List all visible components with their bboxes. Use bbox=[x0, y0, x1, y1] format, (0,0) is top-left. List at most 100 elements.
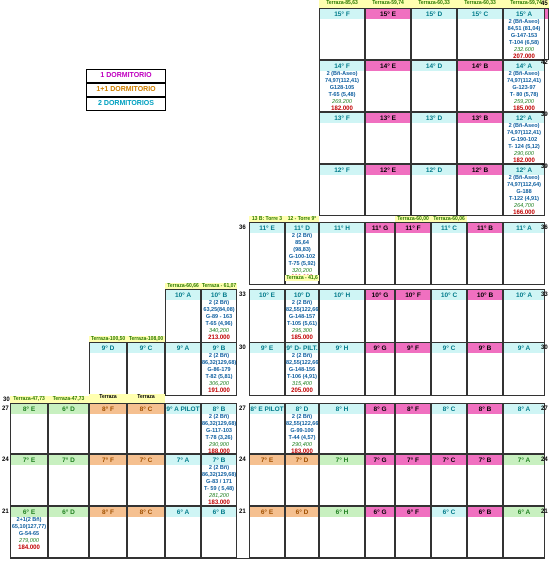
unit-label-10F: 10° F bbox=[396, 290, 430, 301]
unit-11G: 11° G bbox=[365, 222, 395, 285]
unit-label-7C: 7° C bbox=[128, 455, 164, 466]
unit-10C: 10° C bbox=[431, 289, 467, 343]
unit-10E: 10° E bbox=[249, 289, 285, 343]
unit-12F: 12° F bbox=[319, 164, 365, 216]
u10D-line-4: 295,300 bbox=[292, 328, 312, 335]
unit-14D: 14° D bbox=[411, 60, 457, 112]
u11D-line-3: T-75 (5,92) bbox=[288, 261, 316, 268]
u7B-line-2: G-83 / 171 bbox=[206, 479, 232, 486]
unit-label-7H: 7° H bbox=[320, 455, 364, 466]
unit-label-9C: 9° C bbox=[128, 343, 164, 354]
unit-label-8Fb: 8° F bbox=[396, 404, 430, 415]
u10B-line-4: 340,200 bbox=[209, 328, 229, 335]
u9B-line-0: 2 (2 Bñ) bbox=[208, 353, 230, 360]
u10D-line-5: 185.000 bbox=[291, 335, 313, 342]
unit-label-9D: 9° D bbox=[90, 343, 126, 354]
unit-15F: 15° F bbox=[319, 8, 365, 60]
unit-7G: 7° G bbox=[365, 454, 395, 506]
unit-8Bb: 8° B bbox=[467, 403, 503, 454]
u9B-line-1: 86,32(129,68) bbox=[202, 360, 237, 367]
terrace-top-1: Terraza-59,74 bbox=[365, 0, 411, 8]
u13A-line-1: 74,97(112,41) bbox=[507, 130, 541, 137]
floor-number-30c: 30 bbox=[3, 397, 10, 403]
u9D-line-0: 2 (2 Bñ) bbox=[291, 353, 313, 360]
unit-12E: 12° E bbox=[365, 164, 411, 216]
unit-label-11F: 11° F bbox=[396, 223, 430, 234]
unit-label-11B: 11° B bbox=[468, 223, 502, 234]
floor-number-27c: 27 bbox=[541, 406, 548, 412]
terrace-8d: Terraza bbox=[127, 394, 165, 403]
u7B-line-4: 281,200 bbox=[209, 493, 229, 500]
unit-label-15F: 15° F bbox=[320, 9, 364, 20]
unit-7D: 7° D bbox=[48, 454, 89, 506]
unit-10Bb: 10° B bbox=[467, 289, 503, 343]
u8B-line-2: G-117-103 bbox=[206, 428, 232, 435]
floor-number-21c: 21 bbox=[541, 509, 548, 515]
unit-7Bb: 7° B bbox=[467, 454, 503, 506]
unit-8H: 8° H bbox=[319, 403, 365, 454]
unit-7Ab: 7° A bbox=[503, 454, 545, 506]
floor-number-27b: 27 bbox=[239, 406, 246, 412]
u10B-line-2: G-89 - 163 bbox=[205, 314, 233, 321]
unit-label-6Cb: 6° C bbox=[432, 507, 466, 518]
unit-8EPIL: 8° E PILOT bbox=[249, 403, 285, 454]
terrace-11b: 12 - Torre 9° bbox=[285, 216, 319, 222]
unit-8C: 8° C bbox=[127, 403, 165, 454]
unit-label-7F: 7° F bbox=[90, 455, 126, 466]
unit-label-9F: 9° F bbox=[396, 343, 430, 354]
unit-label-u14F: 14° F bbox=[320, 61, 364, 72]
u12A-line-4: 264,700 bbox=[514, 203, 534, 210]
floor-number-27: 27 bbox=[2, 406, 9, 412]
unit-10H: 10° H bbox=[319, 289, 365, 343]
u10D-line-0: 2 (2 Bñ) bbox=[291, 300, 313, 307]
unit-label-12B: 12° B bbox=[458, 165, 502, 176]
terrace-10b: Terraza - 61,07 bbox=[201, 283, 237, 289]
u9B-line-2: G-86-179 bbox=[207, 367, 231, 374]
unit-label-12D: 12° D bbox=[412, 165, 456, 176]
unit-label-8E: 8° E bbox=[11, 404, 47, 415]
unit-label-15C: 15° C bbox=[458, 9, 502, 20]
unit-label-10H: 10° H bbox=[320, 290, 364, 301]
terrace-top-3: Terraza-60,33 bbox=[457, 0, 503, 8]
unit-label-7Fb: 7° F bbox=[396, 455, 430, 466]
u8D-line-1: 82,55(122,66) bbox=[286, 421, 319, 428]
floor-number-21: 21 bbox=[2, 509, 9, 515]
unit-15E: 15° E bbox=[365, 8, 411, 60]
unit-11F: 11° F bbox=[395, 222, 431, 285]
u13A-line-3: T- 124 (5,12) bbox=[508, 144, 540, 151]
unit-label-u12A: 12° A bbox=[504, 165, 544, 176]
unit-label-6Fb: 6° F bbox=[396, 507, 430, 518]
u15A-line-0: 2 (Bñ-Aseo) bbox=[508, 19, 540, 26]
unit-6B: 6° B bbox=[201, 506, 237, 558]
unit-label-7Cb: 7° C bbox=[432, 455, 466, 466]
u15A-line-4: 232.600 bbox=[514, 47, 534, 54]
unit-label-7G: 7° G bbox=[366, 455, 394, 466]
unit-label-u13A: 12° A bbox=[504, 113, 544, 124]
terrace-9a: Terraza-100,50 bbox=[89, 336, 127, 342]
unit-6Ab: 6° A bbox=[503, 506, 545, 558]
u11D-line-0: 2 (2 Bñ) bbox=[291, 233, 313, 240]
u10B-line-5: 213.000 bbox=[208, 335, 230, 342]
u10B-line-1: 63,25(84,08) bbox=[203, 307, 235, 314]
u8D-line-0: 2 (2 Bñ) bbox=[291, 414, 313, 421]
unit-label-6F: 8° F bbox=[90, 507, 126, 518]
terrace-8a: Terraza-47,73 bbox=[10, 396, 48, 403]
unit-label-6Ee: 6° E bbox=[250, 507, 284, 518]
unit-14E: 14° E bbox=[365, 60, 411, 112]
u9D-line-3: T-106 (4,91) bbox=[287, 374, 317, 381]
unit-6C: 8° C bbox=[127, 506, 165, 558]
unit-13D: 13° D bbox=[411, 112, 457, 164]
unit-u9D: 9° D- PILT. 2 (2 Bñ) 82,55(122,66) G-148-15… bbox=[285, 342, 319, 396]
unit-8E: 8° E bbox=[10, 403, 48, 454]
terrace-11a: 13 B: Torre 3 bbox=[249, 216, 285, 222]
unit-label-8EPIL: 8° E PILOT bbox=[250, 404, 284, 415]
unit-label-9Bb: 9° B bbox=[468, 343, 502, 354]
u9D-line-2: G-148-156 bbox=[288, 367, 316, 374]
unit-8F: 8° F bbox=[89, 403, 127, 454]
unit-12D: 12° D bbox=[411, 164, 457, 216]
unit-label-8APIL: 9° A PILOT bbox=[166, 404, 200, 415]
unit-label-13D: 13° D bbox=[412, 113, 456, 124]
